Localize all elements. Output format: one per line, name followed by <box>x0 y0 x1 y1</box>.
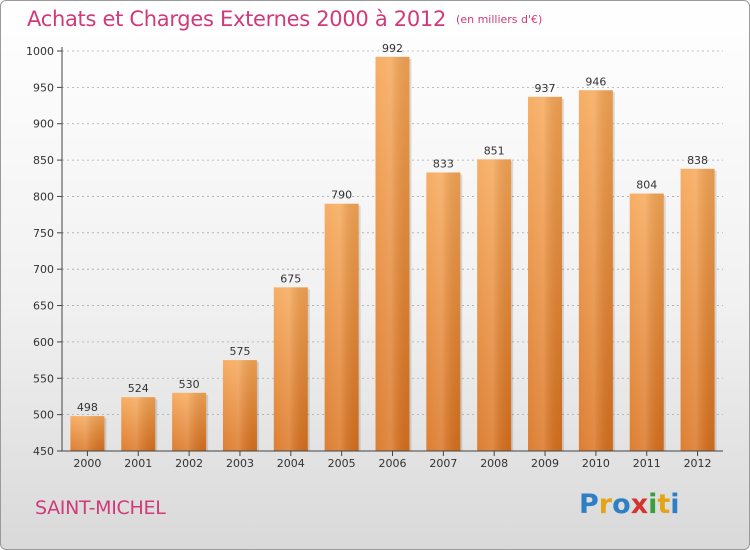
y-tick-label: 750 <box>33 227 54 240</box>
y-tick-label: 600 <box>33 336 54 349</box>
bar-value-label: 524 <box>128 382 149 395</box>
y-tick-label: 500 <box>33 409 54 422</box>
x-tick-label: 2007 <box>429 457 457 470</box>
bar-value-label: 946 <box>585 75 606 88</box>
bar-value-label: 530 <box>179 378 200 391</box>
logo-letter: P <box>579 489 599 520</box>
bar-value-label: 498 <box>77 401 98 414</box>
place-name: SAINT-MICHEL <box>35 497 166 519</box>
bar-highlight <box>375 56 410 452</box>
bar-value-label: 937 <box>535 82 556 95</box>
bar-highlight <box>578 90 613 451</box>
proxiti-logo: Proxiti <box>579 489 680 520</box>
x-tick-label: 2004 <box>277 457 305 470</box>
logo-letter: r <box>598 489 613 520</box>
x-tick-label: 2001 <box>124 457 152 470</box>
bars: 498 524 530 575 675 790 992 833 851 937 946 804 838 <box>70 42 717 452</box>
bar-value-label: 675 <box>280 272 301 285</box>
bar-value-label: 838 <box>687 154 708 167</box>
bar-highlight <box>477 159 512 451</box>
logo-letter: o <box>612 489 631 520</box>
y-tick-label: 900 <box>33 118 54 131</box>
axes: 450 500 550 600 650 700 750 800 850 900 950 1000 200… <box>26 45 723 470</box>
y-tick-label: 1000 <box>26 45 54 58</box>
y-tick-label: 550 <box>33 372 54 385</box>
chart-unit-label: (en milliers d'€) <box>456 13 543 26</box>
bar-value-label: 851 <box>484 144 505 157</box>
bar-value-label: 575 <box>229 345 250 358</box>
bar-highlight <box>273 287 308 451</box>
bar-highlight <box>70 416 105 451</box>
y-tick-label: 650 <box>33 300 54 313</box>
y-tick-label: 700 <box>33 263 54 276</box>
y-tick-label: 450 <box>33 445 54 458</box>
chart-title-block: Achats et Charges Externes 2000 à 2012 (e… <box>27 7 542 31</box>
bar-value-label: 833 <box>433 157 454 170</box>
x-tick-label: 2002 <box>175 457 203 470</box>
bar-highlight <box>172 392 207 451</box>
chart-title: Achats et Charges Externes 2000 à 2012 <box>27 7 447 31</box>
bar-highlight <box>222 360 257 451</box>
x-tick-label: 2003 <box>226 457 254 470</box>
bar-value-label: 804 <box>636 179 657 192</box>
x-tick-label: 2011 <box>633 457 661 470</box>
logo-letter: x <box>630 489 649 520</box>
x-tick-label: 2009 <box>531 457 559 470</box>
bar-highlight <box>528 96 563 452</box>
x-tick-label: 2000 <box>73 457 101 470</box>
y-tick-label: 950 <box>33 81 54 94</box>
logo-letter: t <box>657 489 671 520</box>
y-tick-label: 800 <box>33 190 54 203</box>
x-tick-label: 2006 <box>379 457 407 470</box>
bar-value-label: 790 <box>331 189 352 202</box>
bar-highlight <box>629 193 664 451</box>
y-tick-label: 850 <box>33 154 54 167</box>
bar-highlight <box>426 172 461 452</box>
bar-highlight <box>121 397 156 451</box>
bar-highlight <box>680 168 715 451</box>
logo-letter: i <box>670 489 680 520</box>
x-tick-label: 2008 <box>480 457 508 470</box>
logo-letter: i <box>648 489 658 520</box>
x-tick-label: 2012 <box>684 457 712 470</box>
bar-value-label: 992 <box>382 42 403 55</box>
x-tick-label: 2005 <box>328 457 356 470</box>
bar-highlight <box>324 203 359 451</box>
x-tick-label: 2010 <box>582 457 610 470</box>
